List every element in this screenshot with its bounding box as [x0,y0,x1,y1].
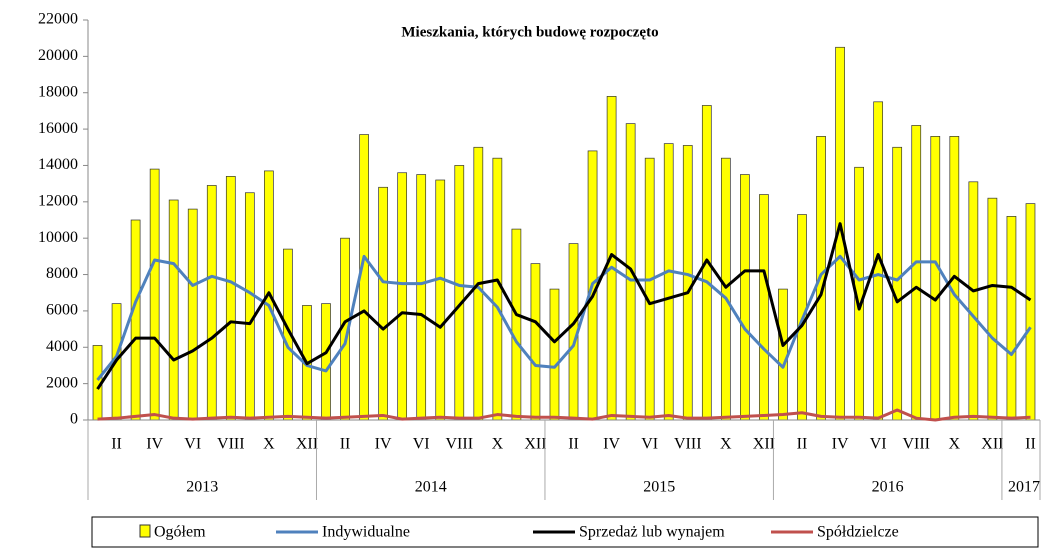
bar [454,165,465,421]
y-tick-label: 14000 [38,156,78,173]
bar [987,197,998,421]
bar [206,185,217,421]
x-tick-label: IV [375,436,392,453]
bar [549,288,560,421]
x-tick-label: XII [981,436,1003,453]
line-series [97,408,1031,422]
legend-label: Indywidualne [322,524,410,541]
bar [225,176,236,421]
x-tick-label: X [720,436,732,453]
x-tick-label: X [263,436,275,453]
year-label: 2016 [872,479,904,496]
x-tick-label: II [111,436,122,453]
bar [435,179,446,421]
bar [682,145,693,421]
bar [321,303,331,421]
x-tick-label: VIII [446,436,474,453]
x-tick-label: XII [296,436,318,453]
x-tick-label: IV [603,436,620,453]
bar [778,288,788,421]
line-series [96,254,1032,381]
x-tick-label: VI [413,436,430,453]
x-tick-label: II [1025,436,1036,453]
y-tick-label: 0 [70,411,78,428]
x-tick-label: VI [641,436,658,453]
x-tick-label: VIII [674,436,702,453]
x-tick-label: XII [524,436,546,453]
year-label: 2015 [643,479,675,496]
y-tick-label: 18000 [38,83,78,100]
line-series [96,222,1032,390]
chart-title: Mieszkania, których budowę rozpoczęto [401,24,658,40]
x-tick-label: VI [184,436,201,453]
bar [492,157,503,421]
legend-label: Sprzedaż lub wynajem [579,524,725,541]
y-tick-label: 12000 [38,192,78,209]
x-tick-label: IV [146,436,163,453]
bar [911,125,922,421]
bar [378,186,388,421]
y-tick-label: 2000 [46,374,78,391]
x-tick-label: II [340,436,351,453]
bar [759,194,769,421]
legend-swatch [139,524,151,538]
bar [168,199,179,421]
bar [416,174,427,421]
x-tick-label: VIII [902,436,930,453]
y-tick-label: 10000 [38,229,78,246]
x-tick-label: VI [870,436,887,453]
x-tick-label: X [949,436,961,453]
bar [892,146,903,421]
bar [1025,203,1036,421]
bar [397,172,408,421]
legend-box [91,516,1039,548]
bar [511,228,522,421]
bar [530,263,541,421]
bar [187,208,198,421]
bar [130,219,141,421]
bar [740,174,750,421]
year-label: 2017 [1008,479,1040,496]
bar [1006,216,1017,421]
x-tick-label: II [797,436,808,453]
y-tick-label: 8000 [46,265,78,282]
y-tick-label: 4000 [46,338,78,355]
year-label: 2014 [415,479,447,496]
bar [149,168,160,421]
legend-label: Spółdzielcze [817,524,899,541]
y-tick-label: 6000 [46,302,78,319]
bar [930,136,941,421]
x-tick-label: XII [753,436,775,453]
x-tick-label: II [568,436,579,453]
y-tick-label: 20000 [38,47,78,64]
x-tick-label: X [492,436,504,453]
bar [663,143,674,421]
bar [720,157,731,421]
x-tick-label: VIII [217,436,245,453]
bar [968,181,979,421]
y-tick-label: 16000 [38,120,78,137]
bar [644,157,655,421]
year-label: 2013 [186,479,218,496]
legend-label: Ogółem [154,524,206,541]
bar [244,192,255,421]
x-tick-label: IV [832,436,849,453]
y-tick-label: 22000 [38,11,78,28]
